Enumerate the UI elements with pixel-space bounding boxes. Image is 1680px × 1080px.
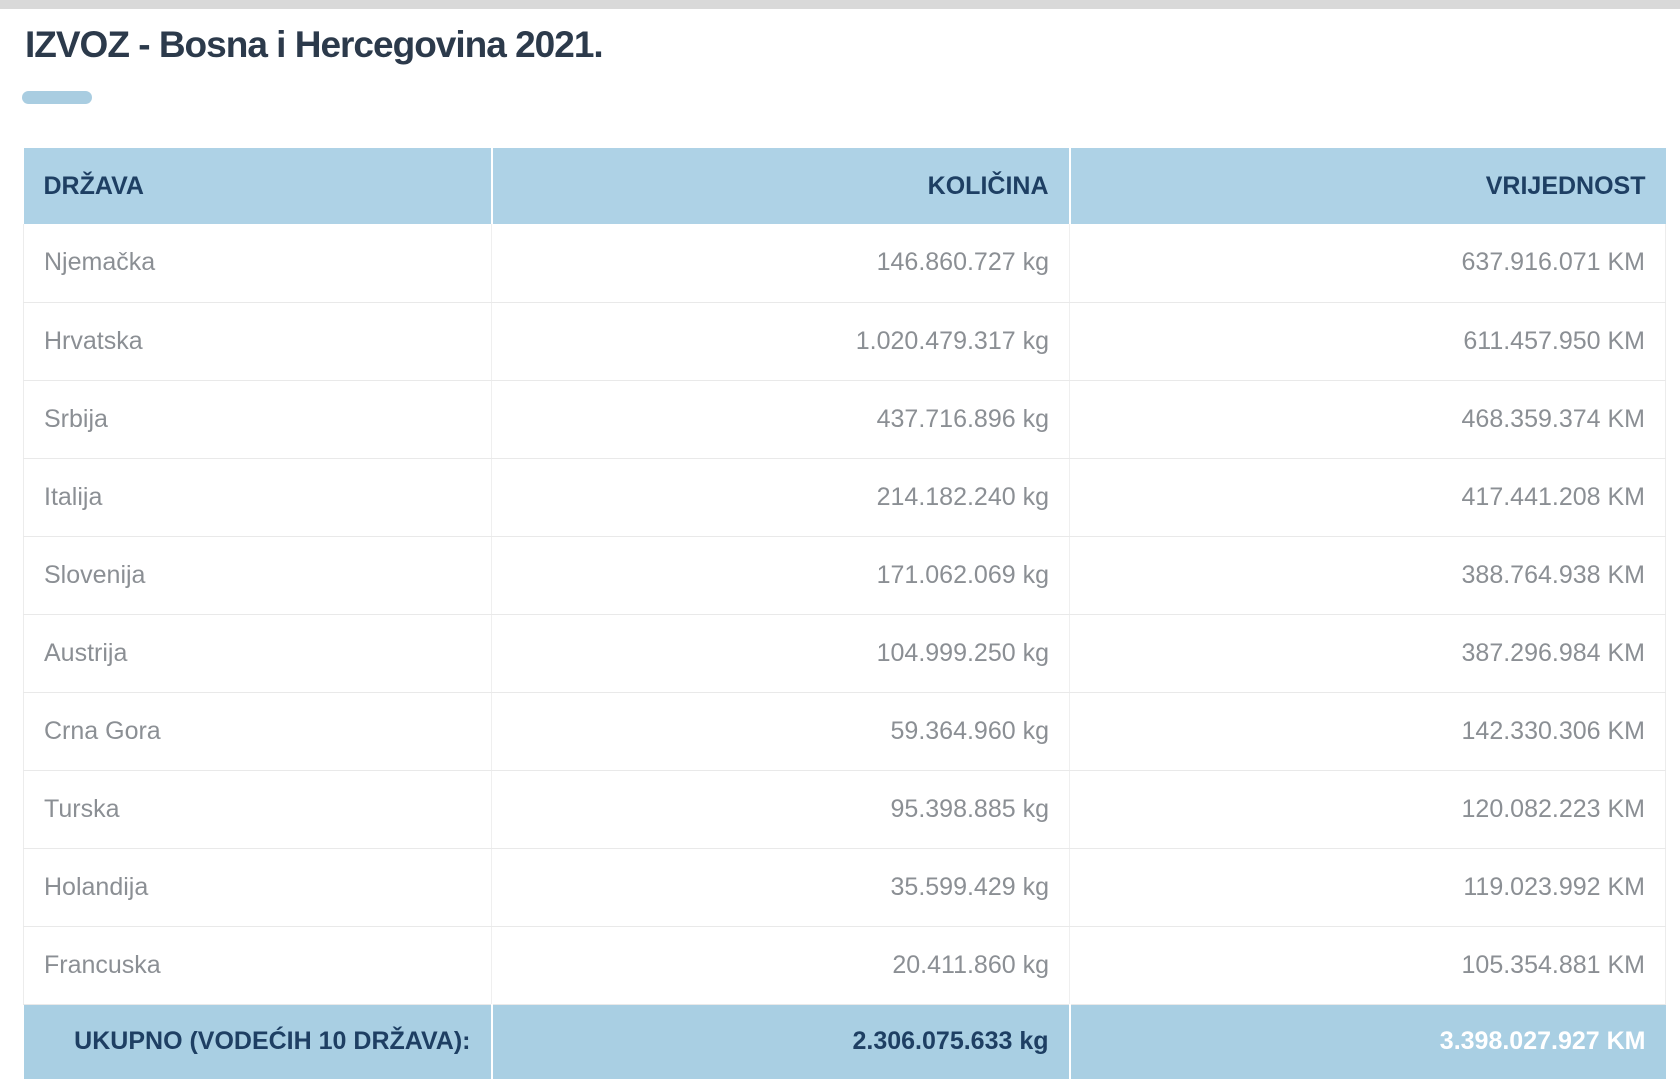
cell-quantity: 171.062.069 kg [491, 536, 1070, 615]
cell-quantity: 146.860.727 kg [491, 224, 1070, 303]
table-row: Austrija 104.999.250 kg 387.296.984 KM [23, 614, 1666, 693]
cell-value: 105.354.881 KM [1069, 926, 1666, 1005]
cell-value: 637.916.071 KM [1069, 224, 1666, 303]
table-row: Francuska 20.411.860 kg 105.354.881 KM [23, 926, 1666, 1005]
header-row: DRŽAVA KOLIČINA VRIJEDNOST [23, 148, 1666, 224]
total-quantity: 2.306.075.633 kg [490, 1004, 1070, 1079]
cell-country: Slovenija [23, 536, 492, 615]
title-dash [22, 91, 92, 104]
cell-quantity: 214.182.240 kg [491, 458, 1070, 537]
cell-country: Njemačka [23, 224, 492, 303]
table-row: Crna Gora 59.364.960 kg 142.330.306 KM [23, 692, 1666, 771]
column-header-drzava: DRŽAVA [23, 148, 492, 224]
total-row: UKUPNO (VODEĆIH 10 DRŽAVA): 2.306.075.63… [23, 1004, 1666, 1079]
cell-quantity: 59.364.960 kg [491, 692, 1070, 771]
cell-quantity: 20.411.860 kg [491, 926, 1070, 1005]
table-row: Njemačka 146.860.727 kg 637.916.071 KM [23, 224, 1666, 303]
cell-country: Turska [23, 770, 492, 849]
table-footer: UKUPNO (VODEĆIH 10 DRŽAVA): 2.306.075.63… [23, 1004, 1666, 1079]
cell-quantity: 95.398.885 kg [491, 770, 1070, 849]
cell-value: 120.082.223 KM [1069, 770, 1666, 849]
cell-value: 388.764.938 KM [1069, 536, 1666, 615]
page-title: IZVOZ - Bosna i Hercegovina 2021. [25, 24, 604, 65]
total-value: 3.398.027.927 KM [1068, 1004, 1666, 1079]
cell-country: Austrija [23, 614, 492, 693]
cell-quantity: 35.599.429 kg [491, 848, 1070, 927]
cell-value: 387.296.984 KM [1069, 614, 1666, 693]
cell-value: 611.457.950 KM [1069, 302, 1666, 381]
total-label: UKUPNO (VODEĆIH 10 DRŽAVA): [23, 1004, 492, 1079]
table-body: Njemačka 146.860.727 kg 637.916.071 KM Hrva… [23, 224, 1666, 1005]
cell-country: Srbija [23, 380, 492, 459]
table-row: Srbija 437.716.896 kg 468.359.374 KM [23, 380, 1666, 459]
table-row: Italija 214.182.240 kg 417.441.208 KM [23, 458, 1666, 537]
cell-value: 142.330.306 KM [1069, 692, 1666, 771]
cell-value: 468.359.374 KM [1069, 380, 1666, 459]
column-header-kolicina: KOLIČINA [490, 148, 1070, 224]
cell-value: 119.023.992 KM [1069, 848, 1666, 927]
cell-quantity: 437.716.896 kg [491, 380, 1070, 459]
cell-value: 417.441.208 KM [1069, 458, 1666, 537]
table-row: Hrvatska 1.020.479.317 kg 611.457.950 KM [23, 302, 1666, 381]
column-header-vrijednost: VRIJEDNOST [1068, 148, 1666, 224]
cell-quantity: 1.020.479.317 kg [491, 302, 1070, 381]
cell-country: Francuska [23, 926, 492, 1005]
table-row: Holandija 35.599.429 kg 119.023.992 KM [23, 848, 1666, 927]
cell-country: Italija [23, 458, 492, 537]
cell-country: Holandija [23, 848, 492, 927]
top-strip [0, 0, 1680, 9]
table-row: Turska 95.398.885 kg 120.082.223 KM [23, 770, 1666, 849]
cell-quantity: 104.999.250 kg [491, 614, 1070, 693]
cell-country: Hrvatska [23, 302, 492, 381]
table-header: DRŽAVA KOLIČINA VRIJEDNOST [23, 148, 1666, 224]
export-table: DRŽAVA KOLIČINA VRIJEDNOST Njemačka 146.8… [23, 148, 1666, 1079]
table-row: Slovenija 171.062.069 kg 388.764.938 KM [23, 536, 1666, 615]
cell-country: Crna Gora [23, 692, 492, 771]
